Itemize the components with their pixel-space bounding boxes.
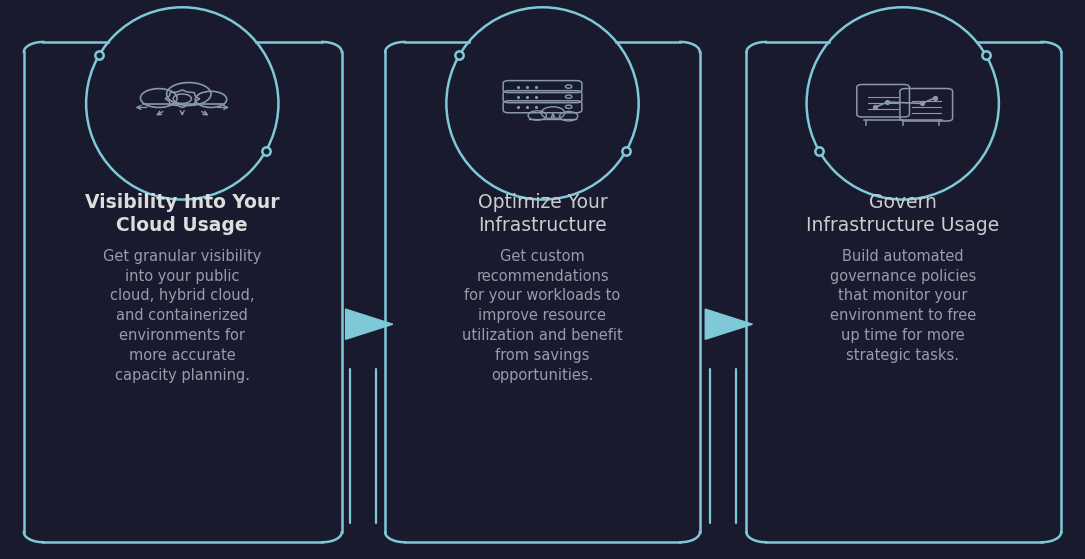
Text: Build automated
governance policies
that monitor your
environment to free
up tim: Build automated governance policies that… [830, 249, 975, 363]
Text: Get custom
recommendations
for your workloads to
improve resource
utilization an: Get custom recommendations for your work… [462, 249, 623, 382]
Polygon shape [345, 309, 393, 339]
Text: Optimize Your
Infrastructure: Optimize Your Infrastructure [477, 193, 608, 235]
Text: Get granular visibility
into your public
cloud, hybrid cloud,
and containerized
: Get granular visibility into your public… [103, 249, 261, 382]
Text: Visibility Into Your
Cloud Usage: Visibility Into Your Cloud Usage [85, 193, 280, 235]
Text: Govern
Infrastructure Usage: Govern Infrastructure Usage [806, 193, 999, 235]
Polygon shape [705, 309, 753, 339]
